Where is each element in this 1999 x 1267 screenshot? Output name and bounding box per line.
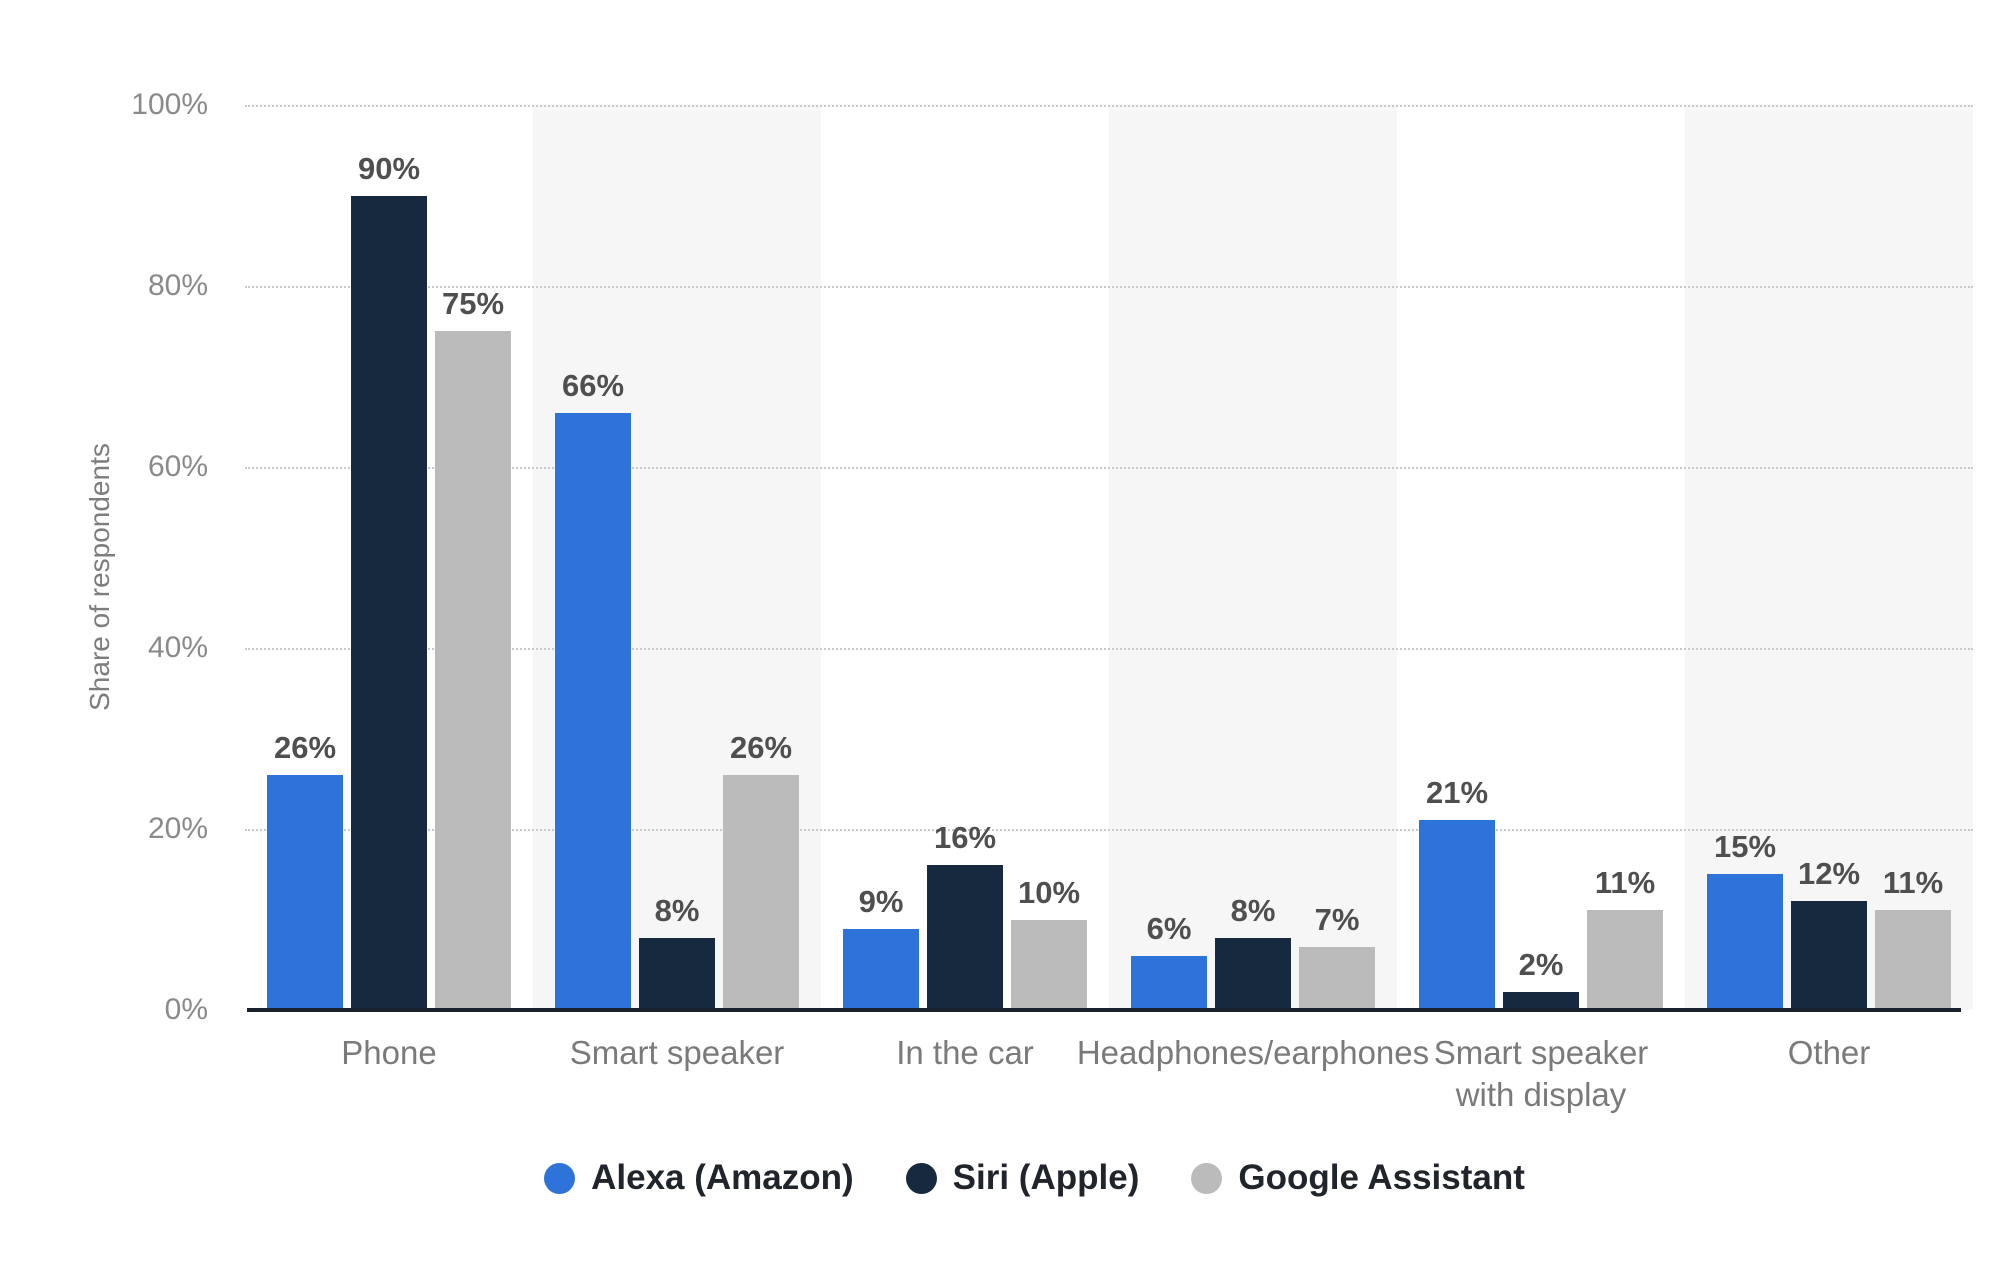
category-label: Smart speaker with display: [1433, 1034, 1649, 1113]
bar[interactable]: 26%: [267, 730, 343, 1010]
y-tick-label-80: 80%: [147, 269, 208, 302]
bar[interactable]: 11%: [1587, 865, 1663, 1010]
gridline-20: [245, 829, 1973, 831]
bar[interactable]: 75%: [435, 286, 511, 1010]
legend-label: Google Assistant: [1238, 1158, 1525, 1197]
bar[interactable]: 15%: [1707, 829, 1783, 1010]
legend-item[interactable]: Alexa (Amazon): [544, 1158, 854, 1198]
category-label: Other: [1787, 1034, 1871, 1071]
y-tick-label-40: 40%: [147, 631, 208, 664]
legend: Alexa (Amazon) Siri (Apple) Google Assista…: [70, 1158, 1999, 1198]
legend-marker-icon: [905, 1162, 937, 1194]
bar-group-2: 9% 16% 10%: [821, 105, 1109, 1010]
bar[interactable]: 26%: [723, 730, 799, 1010]
bar[interactable]: 16%: [927, 820, 1003, 1010]
bar[interactable]: 8%: [639, 893, 715, 1010]
bar-value-label: 7%: [1314, 901, 1360, 937]
bar[interactable]: 11%: [1875, 865, 1951, 1010]
bar[interactable]: 90%: [351, 151, 427, 1010]
bar[interactable]: 2%: [1503, 947, 1579, 1010]
y-tick-label-20: 20%: [147, 812, 208, 845]
bar[interactable]: 6%: [1131, 911, 1207, 1010]
y-tick-label-60: 60%: [147, 450, 208, 483]
bar-value-label: 10%: [1017, 874, 1081, 910]
bar-value-label: 6%: [1146, 910, 1192, 946]
y-tick-label-100: 100%: [131, 88, 208, 121]
bar-value-label: 8%: [1230, 892, 1276, 928]
legend-item[interactable]: Siri (Apple): [905, 1158, 1140, 1198]
bar[interactable]: 7%: [1299, 902, 1375, 1010]
legend-label: Siri (Apple): [952, 1158, 1140, 1197]
gridline-60: [245, 467, 1973, 469]
legend-marker-icon: [544, 1162, 576, 1194]
legend-label: Alexa (Amazon): [591, 1158, 854, 1197]
bar-value-label: 15%: [1713, 829, 1777, 865]
bar-value-label: 21%: [1425, 774, 1489, 810]
bar-value-label: 2%: [1518, 946, 1564, 982]
bar[interactable]: 21%: [1419, 775, 1495, 1010]
bar-group-3: 6% 8% 7%: [1109, 105, 1397, 1010]
bar-value-label: 16%: [933, 820, 997, 856]
plot-area: 26% 90% 75% 66% 8% 26% 9% 16% 10% 6% 8% 7% 21% 2% 11% 1…: [245, 105, 1973, 1012]
category-label: In the car: [896, 1034, 1034, 1071]
bar-value-label: 26%: [273, 729, 337, 765]
bar[interactable]: 10%: [1011, 875, 1087, 1010]
legend-item[interactable]: Google Assistant: [1191, 1158, 1525, 1198]
bar-value-label: 66%: [561, 367, 625, 403]
bar-value-label: 9%: [858, 883, 904, 919]
gridline-40: [245, 648, 1973, 650]
bar-group-5: 15% 12% 11%: [1685, 105, 1973, 1010]
y-tick-label-0: 0%: [164, 993, 208, 1026]
bar[interactable]: 12%: [1791, 856, 1867, 1010]
bar-value-label: 26%: [729, 729, 793, 765]
category-label: Phone: [341, 1034, 437, 1071]
gridline-100: [245, 105, 1973, 107]
bar-value-label: 90%: [357, 150, 421, 186]
bar-value-label: 11%: [1882, 865, 1944, 901]
bar[interactable]: 8%: [1215, 893, 1291, 1010]
bar-group-4: 21% 2% 11%: [1397, 105, 1685, 1010]
category-label: Headphones/earphones: [1076, 1034, 1430, 1071]
gridline-80: [245, 286, 1973, 288]
category-band: [1685, 105, 1973, 1010]
bar-value-label: 75%: [441, 286, 505, 322]
legend-marker-icon: [1191, 1162, 1223, 1194]
category-label: Smart speaker: [569, 1034, 785, 1071]
bar-group-0: 26% 90% 75%: [245, 105, 533, 1010]
bar-value-label: 11%: [1594, 865, 1656, 901]
category-band: [1109, 105, 1397, 1010]
bar-value-label: 8%: [654, 892, 700, 928]
x-axis-line: [247, 1008, 1961, 1012]
bar-group-1: 66% 8% 26%: [533, 105, 821, 1010]
bar[interactable]: 66%: [555, 368, 631, 1010]
bar-value-label: 12%: [1797, 856, 1861, 892]
bar[interactable]: 9%: [843, 884, 919, 1010]
